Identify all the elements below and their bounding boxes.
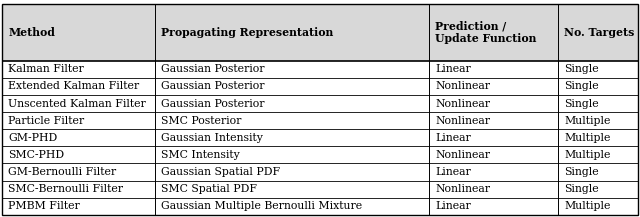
Text: GM-Bernoulli Filter: GM-Bernoulli Filter [8, 167, 116, 177]
Text: Gaussian Posterior: Gaussian Posterior [161, 64, 265, 74]
Text: Prediction /
Update Function: Prediction / Update Function [435, 21, 536, 44]
Text: Multiple: Multiple [564, 133, 611, 143]
Text: Multiple: Multiple [564, 150, 611, 160]
Text: Kalman Filter: Kalman Filter [8, 64, 84, 74]
Text: Gaussian Posterior: Gaussian Posterior [161, 81, 265, 91]
Text: Particle Filter: Particle Filter [8, 116, 84, 126]
Text: Method: Method [8, 27, 55, 38]
Text: PMBM Filter: PMBM Filter [8, 201, 80, 211]
Text: SMC Spatial PDF: SMC Spatial PDF [161, 184, 257, 194]
Text: Gaussian Multiple Bernoulli Mixture: Gaussian Multiple Bernoulli Mixture [161, 201, 362, 211]
Text: Gaussian Intensity: Gaussian Intensity [161, 133, 263, 143]
Text: Nonlinear: Nonlinear [435, 99, 490, 108]
Text: Linear: Linear [435, 201, 471, 211]
Text: Multiple: Multiple [564, 116, 611, 126]
Bar [2, 4, 638, 61]
Text: Linear: Linear [435, 167, 471, 177]
Text: Single: Single [564, 81, 599, 91]
Text: GM-PHD: GM-PHD [8, 133, 58, 143]
Text: No. Targets: No. Targets [564, 27, 635, 38]
Text: Linear: Linear [435, 133, 471, 143]
Text: SMC-Bernoulli Filter: SMC-Bernoulli Filter [8, 184, 124, 194]
Text: Gaussian Posterior: Gaussian Posterior [161, 99, 265, 108]
Text: Propagating Representation: Propagating Representation [161, 27, 333, 38]
Text: Single: Single [564, 64, 599, 74]
Text: Single: Single [564, 184, 599, 194]
Text: Nonlinear: Nonlinear [435, 116, 490, 126]
Text: SMC Posterior: SMC Posterior [161, 116, 242, 126]
Text: Nonlinear: Nonlinear [435, 184, 490, 194]
Text: Nonlinear: Nonlinear [435, 150, 490, 160]
Text: Multiple: Multiple [564, 201, 611, 211]
Text: Unscented Kalman Filter: Unscented Kalman Filter [8, 99, 146, 108]
Text: Single: Single [564, 167, 599, 177]
Text: Linear: Linear [435, 64, 471, 74]
Text: Nonlinear: Nonlinear [435, 81, 490, 91]
Text: Single: Single [564, 99, 599, 108]
Text: SMC Intensity: SMC Intensity [161, 150, 240, 160]
Text: SMC-PHD: SMC-PHD [8, 150, 65, 160]
Text: Gaussian Spatial PDF: Gaussian Spatial PDF [161, 167, 280, 177]
Text: Extended Kalman Filter: Extended Kalman Filter [8, 81, 140, 91]
